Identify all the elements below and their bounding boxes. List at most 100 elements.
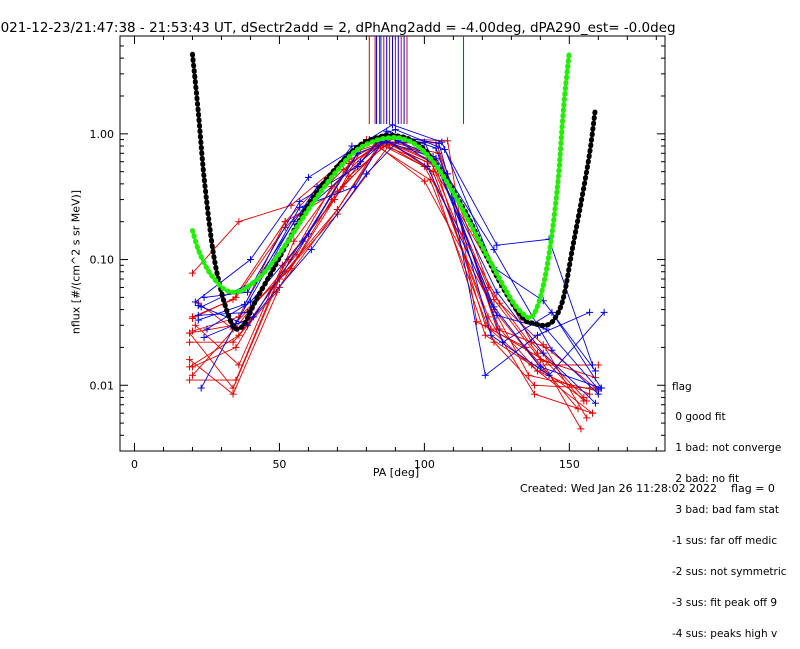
red-data-point (186, 376, 194, 384)
blue-data-point (594, 390, 602, 398)
blue-series-line (201, 129, 593, 366)
red-data-point (420, 177, 428, 185)
red-data-point (235, 331, 243, 339)
red-data-point (290, 237, 298, 245)
blue-data-point (362, 170, 370, 178)
x-tick-label: 50 (272, 458, 286, 471)
blue-data-point (589, 361, 597, 369)
legend-item: -4 sus: peaks high v (672, 627, 778, 640)
red-data-point (284, 256, 292, 264)
fit-curves (189, 49, 598, 332)
blue-data-point (194, 311, 202, 319)
blue-data-point (191, 298, 199, 306)
red-data-point (490, 296, 498, 304)
blue-data-point (296, 197, 304, 205)
red-data-point (583, 414, 591, 422)
red-data-point (188, 363, 196, 371)
red-data-point (229, 384, 237, 392)
blue-data-point (197, 384, 205, 392)
red-data-point (525, 371, 533, 379)
blue-data-point (591, 399, 599, 407)
red-data-point (235, 361, 243, 369)
red-data-point (188, 269, 196, 277)
red-data-point (574, 405, 582, 413)
red-data-point (186, 329, 194, 337)
legend-item: 2 bad: no fit (672, 473, 740, 486)
red-data-point (531, 390, 539, 398)
x-tick-label: 150 (559, 458, 580, 471)
red-series-line (195, 138, 590, 389)
red-series-line (192, 141, 596, 389)
red-data-point (473, 318, 481, 326)
blue-series-line (204, 130, 602, 389)
blue-data-point (304, 230, 312, 238)
red-data-point (589, 409, 597, 417)
blue-data-point (533, 331, 541, 339)
red-data-point (186, 356, 194, 364)
chart-title: 2021-12-23/21:47:38 - 21:53:43 UT, dSect… (0, 20, 676, 36)
blue-data-point (493, 241, 501, 249)
red-data-point (496, 299, 504, 307)
blue-data-point (351, 183, 359, 191)
blue-series-line (198, 135, 605, 376)
red-series-line (192, 139, 590, 395)
flag-legend: flag 0 good fit 1 bad: not converge 2 ba… (672, 361, 787, 649)
red-data-point (542, 357, 550, 365)
legend-item: 0 good fit (672, 411, 726, 424)
blue-data-point (296, 203, 304, 211)
x-tick-label: 100 (414, 458, 435, 471)
blue-data-point (548, 346, 556, 354)
plot-area: 0 50 100 150 0.01 0.10 1.00 (90, 35, 666, 471)
x-axis-label: PA [deg] (372, 466, 420, 479)
blue-data-point (493, 288, 501, 296)
blue-data-point (304, 173, 312, 181)
legend-item: -1 sus: far off medic (672, 535, 778, 548)
blue-data-point (545, 371, 553, 379)
y-tick-label: 0.10 (90, 254, 115, 267)
footer-created: Created: Wed Jan 26 11:28:02 2022 flag =… (520, 482, 775, 495)
y-axis-label: nflux [#/(cm^2 s sr MeV)] (69, 189, 83, 335)
red-data-point (426, 176, 434, 184)
vertical-markers (368, 36, 465, 124)
red-data-point (531, 381, 539, 389)
blue-data-point (299, 237, 307, 245)
red-series-line (189, 145, 599, 395)
blue-data-point (357, 158, 365, 166)
blue-data-point (539, 349, 547, 357)
legend-item: 1 bad: not converge (672, 442, 782, 455)
red-data-point (490, 338, 498, 346)
blue-data-point (499, 338, 507, 346)
legend-item: -2 sus: not symmetric (672, 565, 787, 578)
red-data-point (229, 390, 237, 398)
red-data-point (580, 397, 588, 405)
blue-data-point (194, 302, 202, 310)
red-data-point (235, 218, 243, 226)
blue-data-point (490, 246, 498, 254)
blue-data-point (435, 139, 443, 147)
red-data-point (229, 296, 237, 304)
red-data-point (186, 338, 194, 346)
x-tick-label: 0 (131, 458, 138, 471)
red-series-line (189, 144, 593, 414)
blue-data-point (307, 246, 315, 254)
red-data-point (232, 343, 240, 351)
red-data-point (577, 425, 585, 433)
red-data-point (229, 338, 237, 346)
red-data-point (444, 137, 452, 145)
red-data-point (191, 321, 199, 329)
y-tick-label: 0.01 (90, 379, 115, 392)
blue-data-point (481, 371, 489, 379)
blue-series-line (198, 137, 599, 390)
red-data-point (188, 313, 196, 321)
y-tick-label: 1.00 (90, 128, 115, 141)
red-data-point (345, 172, 353, 180)
blue-data-point (591, 367, 599, 375)
blue-data-point (391, 126, 399, 134)
blue-data-point (493, 311, 501, 319)
blue-data-point (600, 308, 608, 316)
red-data-point (533, 367, 541, 375)
blue-data-point (586, 308, 594, 316)
blue-data-point (389, 121, 396, 129)
blue-data-point (438, 138, 446, 146)
legend-heading: flag (672, 380, 692, 393)
